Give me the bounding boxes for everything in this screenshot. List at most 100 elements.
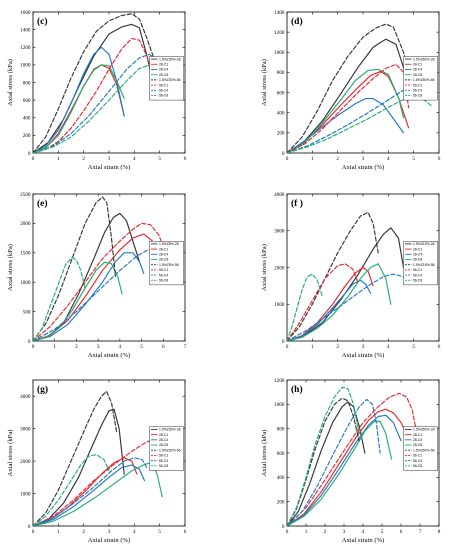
- legend-entry: 1.5%Z5%-56: [159, 263, 179, 267]
- y-tick-label: 400: [23, 116, 31, 122]
- legend-entry: 1.5%Z60%-28: [413, 57, 435, 61]
- y-tick-label: 1000: [274, 402, 285, 408]
- x-tick-label: 5: [158, 156, 161, 162]
- y-tick-label: 800: [277, 426, 285, 432]
- legend-entry: 56-C1: [159, 454, 168, 458]
- x-tick-label: 6: [438, 156, 441, 162]
- y-axis-title: Axial stress (kPa): [261, 430, 268, 477]
- series-group: [287, 23, 432, 153]
- x-tick-label: 4: [362, 529, 365, 535]
- legend-entry: 1.5%Z30%-28: [159, 57, 181, 61]
- series-group: [287, 386, 419, 526]
- x-tick-label: 5: [381, 529, 384, 535]
- x-tick-label: 3: [362, 156, 365, 162]
- legend-entry: 28-C4: [413, 68, 422, 72]
- legend-entry: 1.5%Z60%-28: [413, 428, 435, 432]
- x-tick-label: 3: [97, 344, 100, 350]
- legend-entry: 56-C8: [159, 464, 168, 468]
- y-tick-label: 800: [277, 70, 285, 76]
- series-line-7: [33, 454, 110, 526]
- series-line-7: [287, 273, 324, 341]
- x-tick-label: 0: [32, 529, 35, 535]
- series-line-4: [287, 397, 360, 526]
- series-line-3: [287, 263, 392, 341]
- y-tick-label: 1000: [20, 63, 31, 69]
- legend-entry: 1.5%Z15%-56: [413, 263, 435, 267]
- chart-panel-2: 0 1 2 3 4 5 6 7 0 500 1000 1500 2000 2500 Axial strain…: [7, 192, 187, 359]
- y-tick-label: 1000: [20, 280, 31, 286]
- legend-entry: 56-C8: [159, 278, 168, 282]
- series-line-0: [287, 38, 410, 153]
- series-line-4: [33, 13, 156, 153]
- legend-entry: 1.5%Z5%-28: [159, 242, 179, 246]
- legend-entry: 1.5%Z30%-56: [159, 448, 181, 452]
- x-tick-label: 6: [400, 529, 403, 535]
- series-line-5: [287, 392, 419, 526]
- legend-entry: 1.5%Z30%-28: [159, 428, 181, 432]
- x-tick-label: 1: [305, 529, 308, 535]
- x-tick-label: 6: [184, 529, 187, 535]
- x-tick-label: 0: [286, 529, 289, 535]
- legend-entry: 56-C8: [159, 94, 168, 98]
- y-axis-title: Axial stress (kPa): [7, 430, 14, 477]
- x-tick-label: 6: [162, 344, 165, 350]
- y-tick-label: 2000: [20, 221, 31, 227]
- legend-box: [403, 241, 438, 286]
- chart-panel-0: 0 1 2 3 4 5 6 0 200 400 600 800 1000 1200 1400 1600 Axia…: [7, 10, 187, 171]
- x-tick-label: 7: [184, 344, 187, 350]
- y-tick-label: 200: [23, 133, 31, 139]
- legend-entry: 28-C4: [159, 438, 168, 442]
- series-line-3: [33, 64, 125, 153]
- panel-label: (c): [37, 16, 48, 27]
- legend-entry: 56-C1: [159, 83, 168, 87]
- legend-entry: 28-C4: [413, 252, 422, 256]
- y-tick-label: 2000: [20, 459, 31, 465]
- x-tick-label: 6: [184, 156, 187, 162]
- x-tick-label: 0: [32, 344, 35, 350]
- legend-entry: 1.5%Z15%-28: [413, 242, 435, 246]
- series-line-4: [287, 23, 412, 153]
- y-axis-title: Axial stress (kPa): [7, 59, 14, 106]
- y-tick-label: 2500: [20, 192, 31, 198]
- panel-label: (g): [37, 384, 48, 395]
- x-tick-label: 2: [336, 344, 339, 350]
- x-tick-label: 0: [286, 156, 289, 162]
- x-tick-label: 7: [419, 529, 422, 535]
- x-tick-label: 2: [324, 529, 327, 535]
- legend-entry: 28-C1: [413, 62, 422, 66]
- series-line-7: [287, 96, 432, 153]
- x-tick-label: 5: [412, 156, 415, 162]
- series-line-6: [287, 273, 412, 341]
- plot-frame: [32, 193, 186, 342]
- y-tick-label: 400: [277, 111, 285, 117]
- y-tick-label: 200: [277, 499, 285, 505]
- x-tick-label: 1: [53, 344, 56, 350]
- x-tick-label: 1: [311, 156, 314, 162]
- y-tick-label: 1000: [274, 302, 285, 308]
- x-tick-label: 8: [438, 529, 441, 535]
- y-axis-title: Axial stress (kPa): [261, 244, 268, 291]
- x-tick-label: 0: [286, 344, 289, 350]
- legend-entry: 56-C4: [159, 88, 168, 92]
- x-tick-label: 5: [158, 529, 161, 535]
- x-axis-title: Axial strain (%): [342, 164, 384, 171]
- y-tick-label: 1600: [20, 10, 31, 16]
- x-tick-label: 4: [387, 344, 390, 350]
- legend-entry: 56-C1: [413, 83, 422, 87]
- series-line-5: [287, 63, 410, 153]
- series-group: [33, 196, 171, 341]
- legend-entry: 56-C4: [159, 459, 168, 463]
- y-tick-label: 0: [28, 339, 31, 345]
- y-tick-label: 1000: [274, 50, 285, 56]
- series-line-1: [287, 266, 374, 341]
- y-tick-label: 600: [277, 451, 285, 457]
- legend-entry: 1.5%Z30%-56: [159, 78, 181, 82]
- y-tick-label: 400: [277, 475, 285, 481]
- y-tick-label: 800: [23, 80, 31, 86]
- legend-entry: 56-C4: [413, 459, 422, 463]
- x-tick-label: 1: [57, 529, 60, 535]
- y-tick-label: 1200: [274, 378, 285, 384]
